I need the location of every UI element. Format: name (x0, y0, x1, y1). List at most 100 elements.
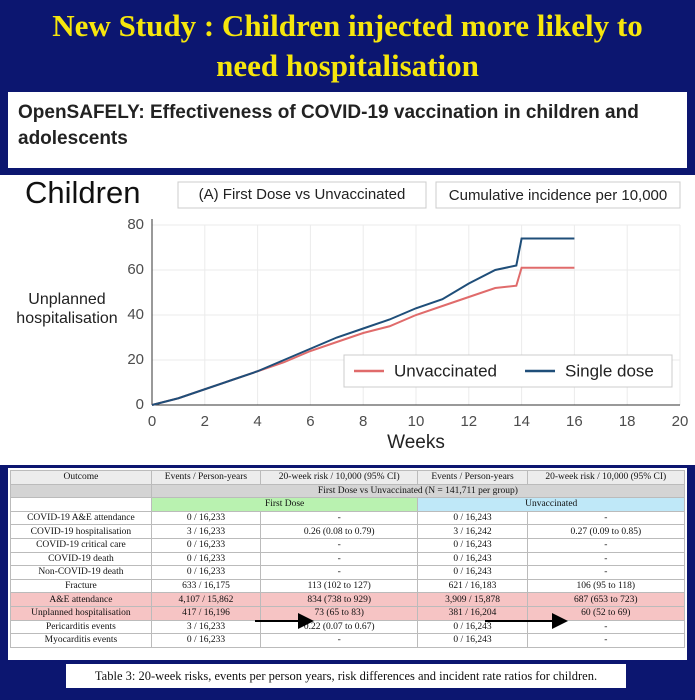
x-tick-label: 16 (566, 413, 583, 430)
headline: New Study : Children injected more likel… (52, 8, 643, 83)
table-row: Fracture 633 / 16,175 113 (102 to 127) 621 … (10, 578, 686, 594)
table-cell: 3 / 16,233 (150, 619, 262, 635)
table-cell: Events / Person-years (417, 470, 528, 485)
table-row: COVID-19 hospitalisation 3 / 16,233 0.26 (… (10, 524, 686, 539)
x-axis-label: Weeks (387, 432, 445, 453)
y-tick-label: 40 (127, 306, 144, 323)
annotation-box (435, 181, 681, 209)
table-cell: 417 / 16,196 (150, 605, 262, 621)
table-cell: 106 (95 to 118) (526, 578, 686, 594)
table-cell: 0 / 16,233 (150, 510, 262, 526)
table-row: First Dose Unvaccinated (10, 497, 685, 512)
y-tick-label: 0 (136, 396, 144, 413)
table-cell: 113 (102 to 127) (260, 578, 419, 594)
chart-subtitle: (A) First Dose vs Unvaccinated (199, 186, 406, 203)
table-cell: 20-week risk / 10,000 (95% CI) (260, 470, 419, 485)
results-table: Outcome Events / Person-years 20-week risk… (10, 470, 686, 648)
table-cell: - (260, 510, 419, 526)
line-series (151, 237, 575, 406)
table-cell: Unplanned hospitalisation (10, 605, 152, 621)
table-cell: 73 (65 to 83) (260, 605, 419, 621)
chart-annotation: Cumulative incidence per 10,000 (449, 187, 667, 204)
table-cell: Non-COVID-19 death (10, 565, 152, 580)
x-tick-label: 2 (201, 413, 209, 430)
table-cell: First Dose vs Unvaccinated (N = 141,711 … (150, 483, 686, 499)
table-cell: A&E attendance (10, 592, 152, 607)
legend-label: Single dose (565, 361, 654, 380)
x-tick-label: 14 (513, 413, 530, 430)
table-cell: Myocarditis events (10, 633, 152, 648)
x-tick-label: 8 (359, 413, 367, 430)
table-cell: 0 / 16,243 (417, 537, 528, 553)
table-cell: 3 / 16,233 (150, 524, 262, 539)
table-cell (10, 497, 152, 512)
table-cell: 381 / 16,204 (417, 605, 528, 621)
table-row: Non-COVID-19 death 0 / 16,233-0 / 16,243- (10, 565, 686, 580)
subtitle-box (177, 181, 427, 209)
table-cell: 3,909 / 15,878 (417, 592, 528, 607)
table-cell: 0.26 (0.08 to 0.79) (260, 524, 419, 539)
table-cell: 0 / 16,233 (150, 565, 262, 580)
table-cell: - (260, 633, 419, 648)
y-tick-label: 20 (127, 351, 144, 368)
table-cell: - (260, 565, 419, 580)
y-tick-label: 60 (127, 261, 144, 278)
table-cell: Unvaccinated (417, 497, 685, 512)
x-tick-label: 10 (408, 413, 425, 430)
table-cell: First Dose (150, 497, 419, 512)
table-row: COVID-19 death 0 / 16,233-0 / 16,243- (10, 551, 686, 567)
table-cell: 834 (738 to 929) (260, 592, 419, 607)
table-cell: - (526, 510, 686, 526)
table-cell: COVID-19 death (10, 551, 152, 567)
table-cell: 621 / 16,183 (417, 578, 528, 594)
chart-title: Children (25, 175, 140, 210)
table-cell: 687 (653 to 723) (526, 592, 686, 607)
table-cell: - (260, 537, 419, 553)
table-cell: 0 / 16,233 (150, 551, 262, 567)
table-cell: Outcome (10, 470, 152, 485)
table-cell: COVID-19 critical care (10, 537, 152, 553)
table-cell: - (526, 633, 686, 648)
table-row: COVID-19 critical care 0 / 16,233-0 / 16,… (10, 537, 686, 553)
table-row: Pericarditis events 3 / 16,233 0.22 (0.07 … (10, 619, 686, 635)
table-cell: 3 / 16,242 (417, 524, 528, 539)
x-tick-label: 20 (672, 413, 689, 430)
table-row: A&E attendance 4,107 / 15,862 834 (738 to … (10, 592, 686, 607)
paper-title: OpenSAFELY: Effectiveness of COVID-19 va… (8, 92, 687, 168)
table-panel: Outcome Events / Person-years 20-week risk… (8, 468, 687, 660)
table-cell: 0.27 (0.09 to 0.85) (526, 524, 686, 539)
table-cell: 0 / 16,243 (417, 551, 528, 567)
table-row: COVID-19 A&E attendance 0 / 16,233-0 / 16… (10, 510, 686, 526)
table-row: First Dose vs Unvaccinated (N = 141,711 … (10, 483, 686, 499)
table-cell: COVID-19 A&E attendance (10, 510, 152, 526)
table-row: Myocarditis events 0 / 16,233-0 / 16,243- (10, 633, 686, 648)
table-cell: - (526, 619, 686, 635)
legend-label: Unvaccinated (394, 361, 497, 380)
caption: Table 3: 20-week risks, events per perso… (66, 664, 626, 688)
y-tick-label: 80 (127, 216, 144, 233)
table-row: Outcome Events / Person-years 20-week risk… (10, 470, 686, 485)
table-cell: - (526, 565, 686, 580)
table-cell: 60 (52 to 69) (526, 605, 686, 621)
x-tick-label: 12 (460, 413, 477, 430)
table-cell: Fracture (10, 578, 152, 594)
y-axis-label: Unplanned hospitalisation (16, 291, 118, 327)
table-cell: 20-week risk / 10,000 (95% CI) (526, 470, 686, 485)
x-tick-label: 0 (148, 413, 156, 430)
table-cell: 0 / 16,243 (417, 619, 528, 635)
table-cell: 4,107 / 15,862 (150, 592, 262, 607)
legend-box (343, 354, 673, 388)
table-cell: 0 / 16,243 (417, 510, 528, 526)
table-cell: COVID-19 hospitalisation (10, 524, 152, 539)
x-tick-label: 18 (619, 413, 636, 430)
table-cell: 0 / 16,243 (417, 565, 528, 580)
table-cell (10, 483, 152, 499)
table-cell: Events / Person-years (150, 470, 262, 485)
table-cell: - (526, 551, 686, 567)
x-tick-label: 6 (306, 413, 314, 430)
table-cell: - (260, 551, 419, 567)
x-tick-label: 4 (253, 413, 261, 430)
table-cell: 0 / 16,243 (417, 633, 528, 648)
table-row: Unplanned hospitalisation 417 / 16,196 73 … (10, 605, 686, 621)
table-cell: 0 / 16,233 (150, 537, 262, 553)
